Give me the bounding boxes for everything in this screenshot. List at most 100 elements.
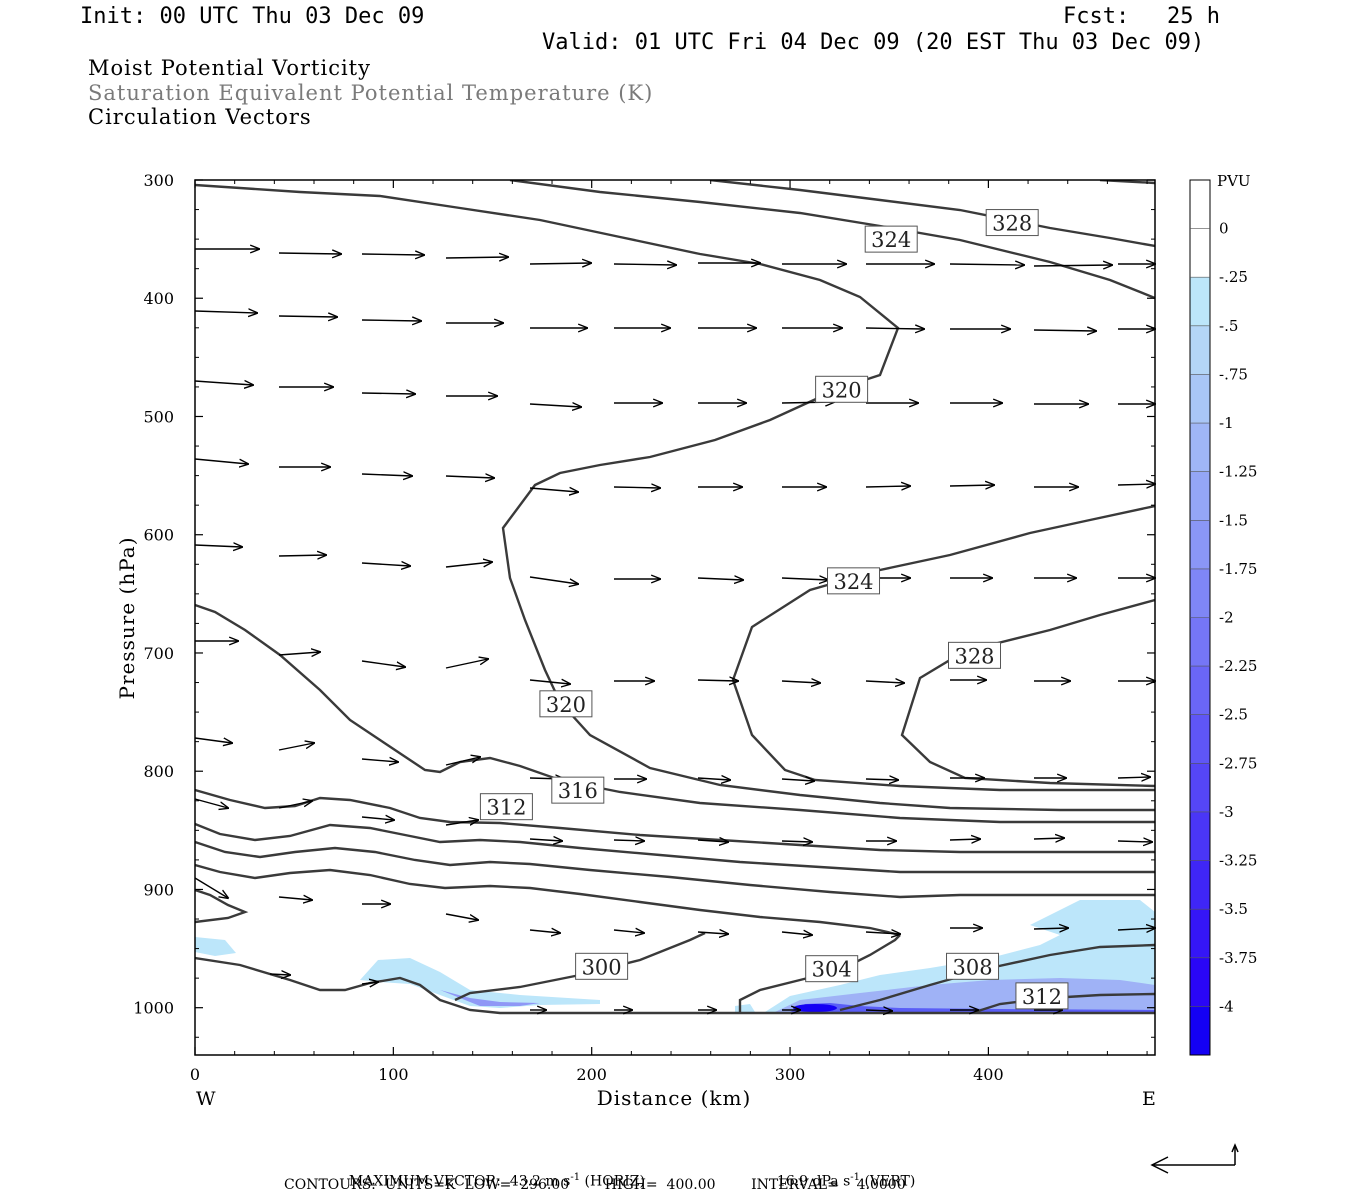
colorbar-swatch [1190, 957, 1210, 1007]
colorbar-label: -3 [1219, 803, 1234, 821]
vector [1033, 838, 1064, 839]
contour-label: 312 [486, 796, 526, 820]
colorbar-swatch [1190, 325, 1210, 375]
contour-top-3 [709, 180, 1155, 248]
vector [613, 487, 660, 488]
vector [529, 930, 560, 933]
x-tick-label: 400 [973, 1065, 1004, 1084]
colorbar-label: -.5 [1219, 317, 1238, 335]
x-tick-label: 300 [775, 1065, 806, 1084]
mpv-core [793, 1004, 837, 1012]
vector [445, 913, 478, 920]
y-tick-label: 400 [143, 289, 174, 308]
contour-label-box [815, 375, 869, 403]
vector [278, 316, 337, 317]
colorbar-title: PVU [1217, 172, 1251, 190]
colorbar-label: -1.75 [1219, 560, 1257, 578]
vector [194, 877, 228, 898]
colorbar-swatch [1190, 811, 1210, 862]
colorbar-label: -4 [1219, 997, 1234, 1015]
contour-324-mid [731, 504, 1155, 792]
horiz-exponent: -1 [570, 1172, 581, 1183]
vector [781, 681, 820, 683]
contour-left-6 [195, 888, 249, 924]
contour-left-5 [195, 863, 901, 937]
vert-vector: 16.9 dPa s-1 (VERT) [768, 1159, 915, 1189]
x-tick-label: 200 [576, 1065, 607, 1084]
colorbar-label: -1 [1219, 414, 1234, 432]
east-label: E [1142, 1088, 1156, 1110]
vector [697, 680, 738, 681]
vector [1033, 265, 1112, 266]
vector [865, 779, 898, 780]
y-tick-label: 700 [143, 644, 174, 663]
vector [865, 932, 900, 934]
colorbar-label: -3.75 [1219, 949, 1257, 967]
colorbar-label: -2.25 [1219, 657, 1257, 675]
vector [194, 798, 228, 808]
vector [361, 759, 398, 762]
vector [613, 930, 644, 933]
vector [697, 578, 743, 580]
colorbar-label: -1.5 [1219, 511, 1248, 529]
colorbar-label: -.25 [1219, 268, 1248, 286]
contour-328-mid [900, 598, 1155, 788]
contour-label-box [827, 567, 881, 595]
vector [278, 652, 320, 655]
mpv-region-central [360, 958, 600, 1008]
mpv-region-small [735, 1004, 755, 1012]
vector [1117, 841, 1152, 842]
vector [781, 578, 828, 580]
vector [697, 778, 730, 780]
vector [1117, 484, 1155, 485]
init-time: Init: 00 UTC Thu 03 Dec 09 [80, 4, 425, 29]
vector [865, 486, 910, 487]
forecast-label: Fcst: [1063, 4, 1130, 29]
y-tick-label: 600 [143, 526, 174, 545]
vector [949, 485, 994, 486]
colorbar-label: -3.5 [1219, 900, 1248, 918]
colorbar-swatch [1190, 714, 1210, 764]
theta-contours [195, 180, 1155, 1015]
vector [529, 263, 591, 264]
vector [445, 757, 480, 766]
colorbar-swatch [1190, 471, 1210, 521]
colorbar-label: -2.5 [1219, 706, 1248, 724]
y-axis-label: Pressure (hPa) [115, 537, 139, 700]
vector [529, 680, 570, 684]
mpv-shading [195, 900, 1155, 1013]
vector [278, 743, 314, 751]
vector [361, 474, 412, 476]
colorbar-swatch [1190, 1006, 1210, 1056]
vector [445, 257, 508, 258]
vector [269, 974, 290, 975]
vert-unit: (VERT) [864, 1173, 916, 1190]
vector [361, 982, 378, 984]
vector [781, 841, 812, 842]
vert-exponent: -1 [850, 1172, 861, 1183]
colorbar-label: -2 [1219, 609, 1234, 627]
colorbar-swatch [1190, 617, 1210, 667]
vector [1033, 330, 1096, 331]
forecast-hour: 25 h [1167, 4, 1220, 29]
vector [361, 320, 421, 321]
vector [194, 381, 253, 385]
y-tick-label: 1000 [133, 999, 174, 1018]
colorbar-label: -2.75 [1219, 754, 1257, 772]
vector [194, 737, 232, 743]
vector [445, 476, 494, 478]
colorbar-swatch [1190, 763, 1210, 813]
contour-top-1 [195, 183, 1155, 812]
vector [361, 563, 410, 566]
vector [1117, 928, 1155, 930]
vector [613, 264, 676, 265]
max-vector-line: MAXIMUM VECTOR: 43.2 m s-1 (HORIZ) [340, 1159, 645, 1189]
vector [278, 555, 326, 556]
colorbar-swatch [1190, 277, 1210, 327]
colorbar-swatch [1190, 860, 1210, 910]
vector [1117, 777, 1150, 778]
contour-label-box [985, 209, 1039, 237]
valid-time: Valid: 01 UTC Fri 04 Dec 09 (20 EST Thu … [542, 30, 1205, 55]
y-tick-label: 800 [143, 762, 174, 781]
contour-label-box [805, 955, 859, 983]
